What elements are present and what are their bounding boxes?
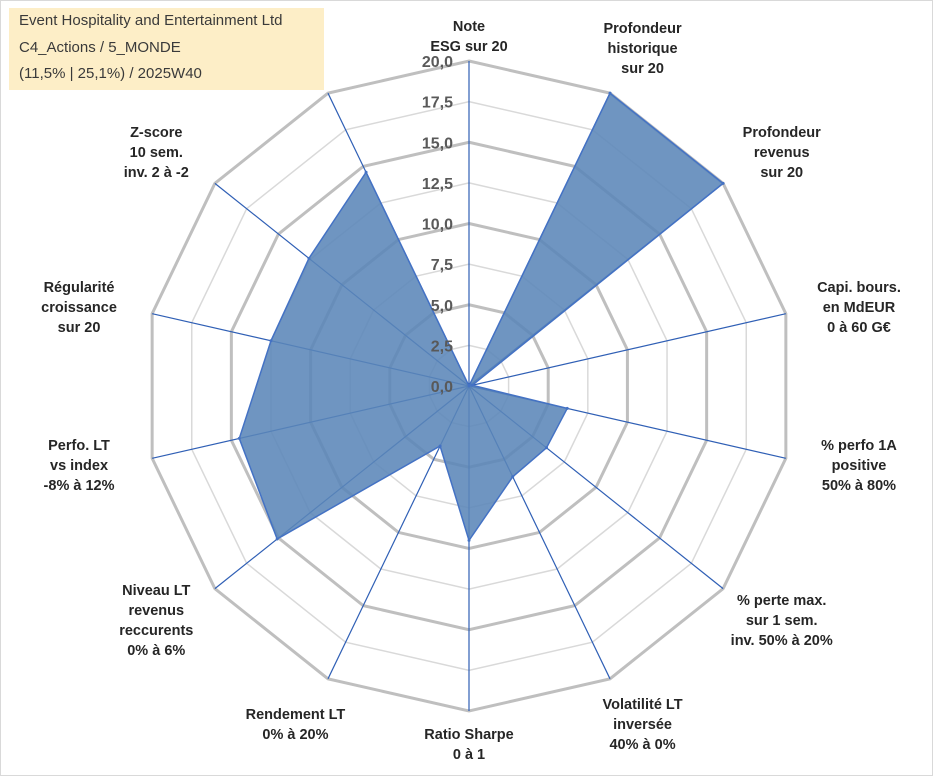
series <box>237 91 725 543</box>
tick-label: 12,5 <box>422 176 453 193</box>
data-point <box>467 384 471 388</box>
axis-label: Niveau LT <box>122 583 190 599</box>
axis-label: sur 20 <box>58 320 101 336</box>
axis-label: 10 sem. <box>130 145 183 161</box>
axis-label: -8% à 12% <box>44 478 115 494</box>
data-point <box>438 444 442 448</box>
tick-label: 10,0 <box>422 217 453 234</box>
axis-label: Z-score <box>130 125 182 141</box>
tick-labels: 0,0 2,5 5,0 7,5 10,0 12,5 15,0 17,5 20,0 <box>422 54 453 396</box>
axis-label: 0% à 20% <box>262 727 328 743</box>
title-period: (11,5% | 25,1%) / 2025W40 <box>19 65 202 82</box>
axis-label: inv. 50% à 20% <box>731 633 833 649</box>
tick-label: 7,5 <box>431 257 453 274</box>
tick-label: 17,5 <box>422 95 453 112</box>
title-category: C4_Actions / 5_MONDE <box>19 39 181 56</box>
axis-label: revenus <box>754 145 810 161</box>
data-point <box>511 475 515 479</box>
axis-label: Perfo. LT <box>48 438 110 454</box>
tick-label: 2,5 <box>431 338 453 355</box>
axis-label: sur 20 <box>760 165 803 181</box>
data-point <box>544 446 548 450</box>
axis-label: Ratio Sharpe <box>424 727 513 743</box>
data-point <box>470 383 474 387</box>
axis-label: % perte max. <box>737 593 826 609</box>
chart-title-box: Event Hospitality and Entertainment Ltd … <box>9 8 324 90</box>
axis-label: reccurents <box>119 623 193 639</box>
data-point <box>307 256 311 260</box>
axis-label: Profondeur <box>603 21 681 37</box>
axis-label: Capi. bours. <box>817 280 901 296</box>
axis-label: historique <box>608 41 678 57</box>
axis-label: Volatilité LT <box>603 697 683 713</box>
tick-label: 15,0 <box>422 135 453 152</box>
data-point <box>364 170 368 174</box>
axis-label: 40% à 0% <box>609 737 675 753</box>
tick-label: 0,0 <box>431 379 453 396</box>
data-point <box>721 181 725 185</box>
data-point <box>565 406 569 410</box>
axis-label: Régularité <box>44 280 115 296</box>
series-area <box>238 92 725 543</box>
axis-label: revenus <box>128 603 184 619</box>
axis-label: Note <box>453 19 485 35</box>
axis-label: Rendement LT <box>246 707 346 723</box>
axis-label: positive <box>832 458 887 474</box>
axis-label: 0 à 60 G€ <box>827 320 891 336</box>
axis-label: sur 1 sem. <box>746 613 818 629</box>
axis-label: inversée <box>613 717 672 733</box>
data-point <box>237 436 241 440</box>
axis-label: inv. 2 à -2 <box>124 165 189 181</box>
axis-label: 0% à 6% <box>127 643 185 659</box>
axis-spoke <box>468 313 786 387</box>
axis-label: ESG sur 20 <box>430 39 507 55</box>
axis-label: en MdEUR <box>823 300 896 316</box>
axis-label: sur 20 <box>621 61 664 77</box>
axis-label: 50% à 80% <box>822 478 896 494</box>
axis-label: 0 à 1 <box>453 747 485 763</box>
data-point <box>608 91 612 95</box>
axis-label: vs index <box>50 458 108 474</box>
axis-label: % perfo 1A <box>821 438 897 454</box>
title-company: Event Hospitality and Entertainment Ltd <box>19 12 283 29</box>
data-point <box>275 537 279 541</box>
tick-label: 5,0 <box>431 298 453 315</box>
data-point <box>467 538 471 542</box>
data-point <box>269 339 273 343</box>
tick-label: 20,0 <box>422 54 453 71</box>
axis-label: Profondeur <box>743 125 821 141</box>
axis-label: croissance <box>41 300 117 316</box>
